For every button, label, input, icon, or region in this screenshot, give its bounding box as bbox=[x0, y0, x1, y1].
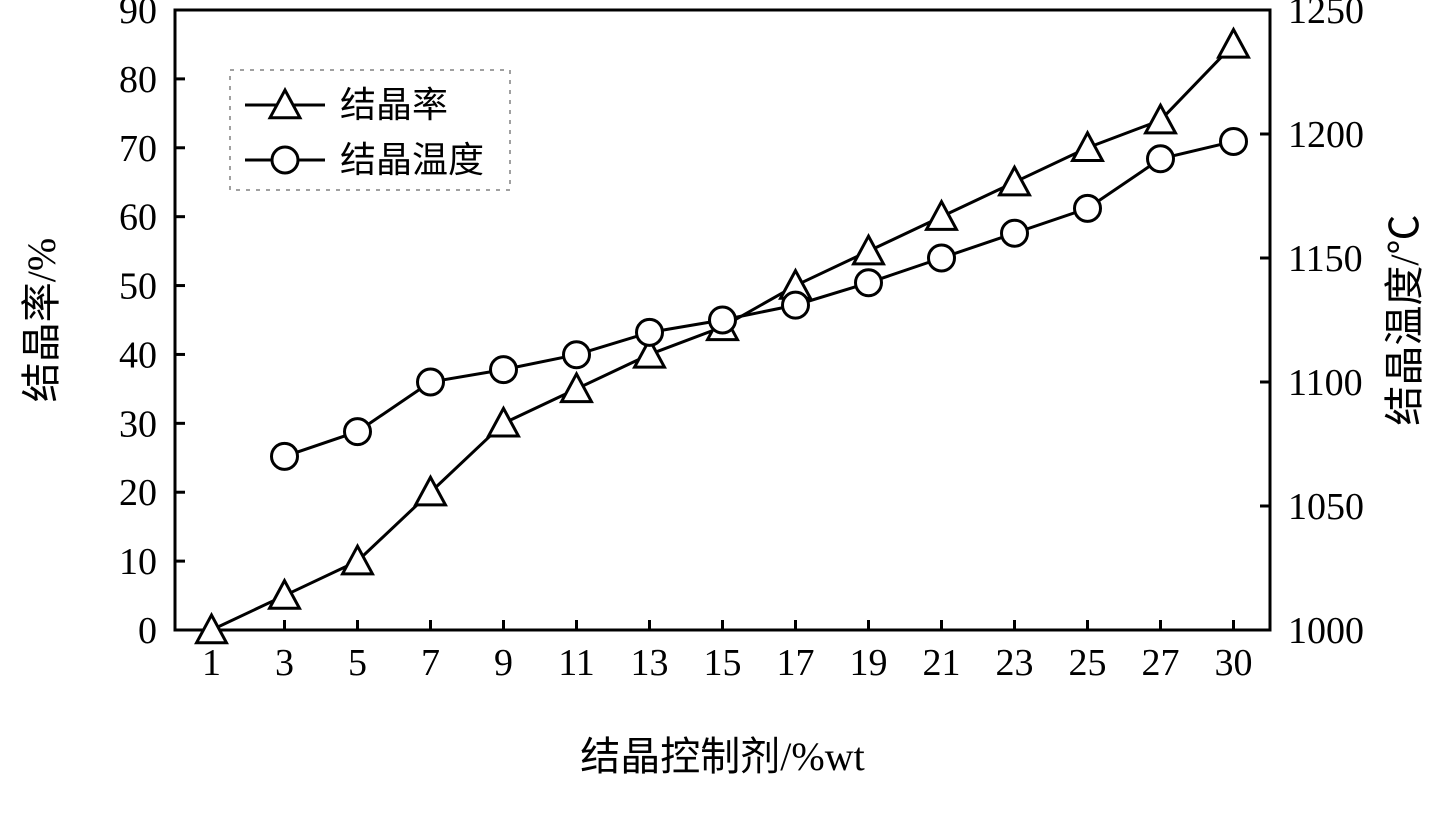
yright-title: 结晶温度/℃ bbox=[1382, 214, 1427, 425]
legend-label: 结晶温度 bbox=[340, 140, 484, 180]
yright-tick-label: 1250 bbox=[1288, 0, 1364, 32]
chart-container: 0 10 20 30 40 50 60 70 80 90 1000 1050 1100 1150 1200 1… bbox=[0, 0, 1448, 820]
yleft-tick-label: 60 bbox=[119, 197, 157, 239]
circle-marker bbox=[491, 357, 517, 383]
triangle-marker bbox=[489, 408, 519, 436]
x-tick-label: 7 bbox=[421, 642, 440, 684]
circle-marker bbox=[272, 147, 298, 173]
x-tick-label: 1 bbox=[202, 642, 221, 684]
yright-tick-label: 1050 bbox=[1288, 486, 1364, 528]
circle-marker bbox=[272, 443, 298, 469]
circle-marker bbox=[1221, 128, 1247, 154]
triangle-marker bbox=[854, 236, 884, 264]
yleft-tick-label: 80 bbox=[119, 59, 157, 101]
x-tick-label: 17 bbox=[777, 642, 815, 684]
triangle-marker bbox=[270, 581, 300, 609]
yleft-tick-label: 0 bbox=[138, 610, 157, 652]
circle-marker bbox=[710, 307, 736, 333]
yleft-tick-label: 10 bbox=[119, 541, 157, 583]
circle-marker bbox=[564, 342, 590, 368]
x-tick-label: 9 bbox=[494, 642, 513, 684]
x-tick-label: 27 bbox=[1142, 642, 1180, 684]
x-tick-label: 21 bbox=[923, 642, 961, 684]
triangle-marker bbox=[562, 374, 592, 402]
yleft-tick-label: 90 bbox=[119, 0, 157, 32]
x-tick-label: 15 bbox=[704, 642, 742, 684]
circle-marker bbox=[418, 369, 444, 395]
triangle-marker bbox=[927, 202, 957, 230]
x-tick-label: 11 bbox=[558, 642, 595, 684]
circle-marker bbox=[929, 245, 955, 271]
triangle-marker bbox=[1219, 29, 1249, 57]
x-tick-label: 13 bbox=[631, 642, 669, 684]
circle-marker bbox=[637, 319, 663, 345]
circle-marker bbox=[1075, 195, 1101, 221]
legend-label: 结晶率 bbox=[340, 85, 448, 125]
x-title: 结晶控制剂/%wt bbox=[580, 734, 864, 779]
yleft-tick-label: 70 bbox=[119, 128, 157, 170]
yright-tick-label: 1000 bbox=[1288, 610, 1364, 652]
x-tick-label: 19 bbox=[850, 642, 888, 684]
x-tick-label: 23 bbox=[996, 642, 1034, 684]
circle-marker bbox=[345, 419, 371, 445]
triangle-marker bbox=[1073, 133, 1103, 161]
x-tick-label: 3 bbox=[275, 642, 294, 684]
yleft-title: 结晶率/% bbox=[19, 238, 64, 402]
circle-marker bbox=[1148, 146, 1174, 172]
x-tick-label: 5 bbox=[348, 642, 367, 684]
yright-tick-label: 1150 bbox=[1288, 238, 1363, 280]
yright-tick-label: 1200 bbox=[1288, 114, 1364, 156]
circle-marker bbox=[856, 270, 882, 296]
triangle-marker bbox=[1000, 167, 1030, 195]
yleft-tick-label: 30 bbox=[119, 403, 157, 445]
x-tick-label: 30 bbox=[1215, 642, 1253, 684]
circle-marker bbox=[1002, 220, 1028, 246]
yleft-tick-label: 20 bbox=[119, 472, 157, 514]
x-tick-label: 25 bbox=[1069, 642, 1107, 684]
chart-svg: 0 10 20 30 40 50 60 70 80 90 1000 1050 1100 1150 1200 1… bbox=[0, 0, 1448, 820]
circle-marker bbox=[783, 292, 809, 318]
yright-tick-label: 1100 bbox=[1288, 362, 1363, 404]
yleft-tick-label: 40 bbox=[119, 334, 157, 376]
yleft-tick-label: 50 bbox=[119, 266, 157, 308]
